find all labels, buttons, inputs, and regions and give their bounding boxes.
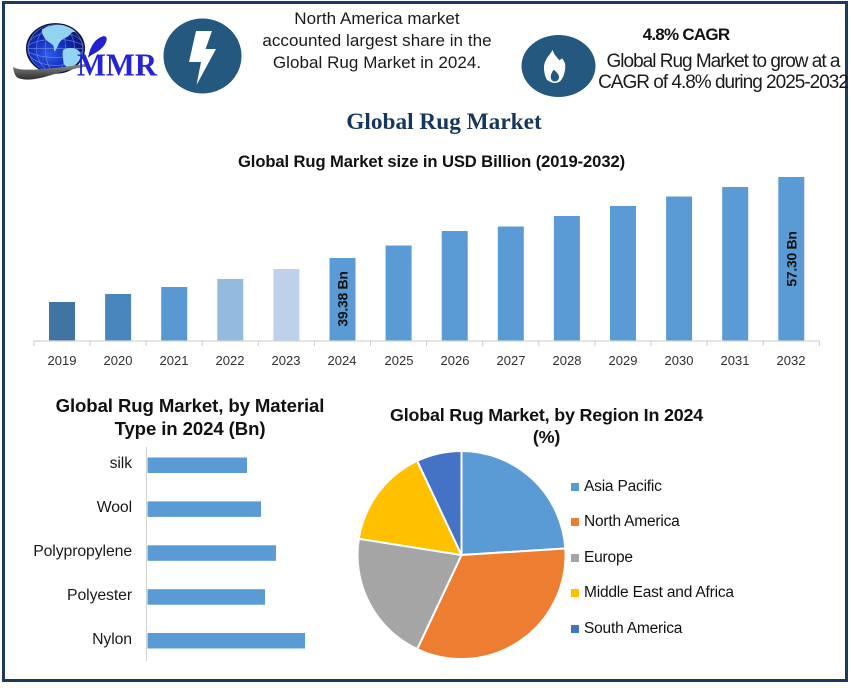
svg-text:MMR: MMR (77, 48, 158, 83)
svg-text:57.30 Bn: 57.30 Bn (783, 231, 799, 286)
svg-text:39.38 Bn: 39.38 Bn (335, 271, 351, 326)
